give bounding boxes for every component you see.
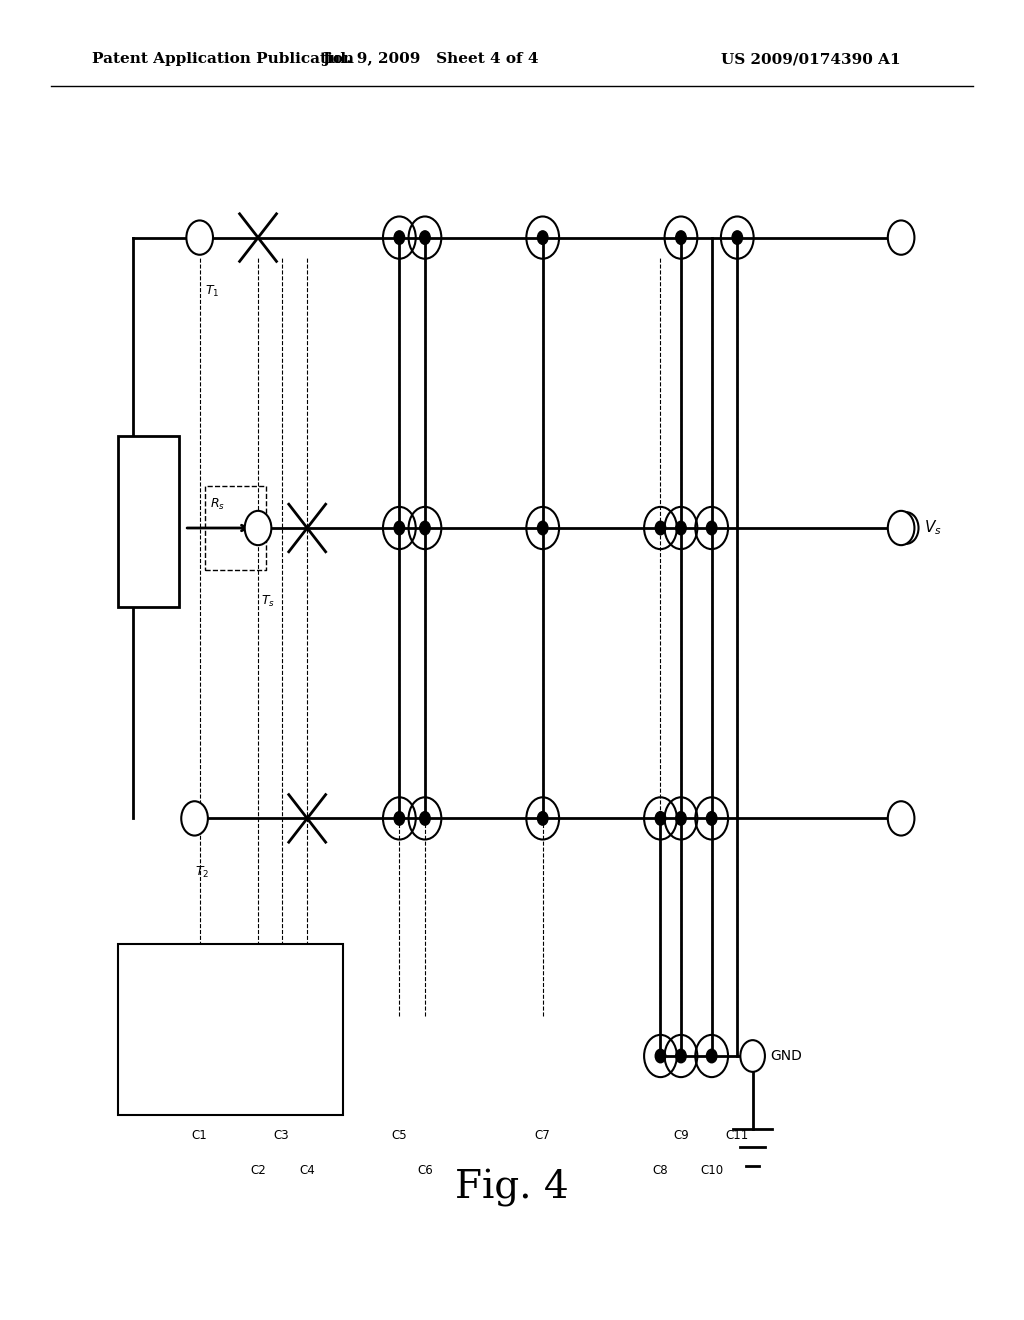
- Text: Fig. 4: Fig. 4: [455, 1170, 569, 1206]
- Bar: [118, 944, 343, 1115]
- Circle shape: [888, 220, 914, 255]
- Circle shape: [707, 1049, 717, 1063]
- Circle shape: [538, 521, 548, 535]
- Text: C11: C11: [726, 1129, 749, 1142]
- Circle shape: [676, 1049, 686, 1063]
- Circle shape: [538, 231, 548, 244]
- Circle shape: [655, 1049, 666, 1063]
- Text: = short circuit: = short circuit: [169, 1041, 258, 1053]
- Circle shape: [420, 231, 430, 244]
- Circle shape: [420, 521, 430, 535]
- Circle shape: [655, 521, 666, 535]
- Text: = break: = break: [169, 977, 219, 990]
- Text: $T_s$: $T_s$: [261, 594, 275, 609]
- Circle shape: [139, 1024, 147, 1035]
- Text: C8: C8: [652, 1164, 669, 1177]
- Text: C6: C6: [417, 1164, 433, 1177]
- Text: US 2009/0174390 A1: US 2009/0174390 A1: [722, 53, 901, 66]
- Circle shape: [394, 521, 404, 535]
- Text: C2: C2: [250, 1164, 266, 1177]
- Text: C9: C9: [673, 1129, 689, 1142]
- Text: C4: C4: [299, 1164, 315, 1177]
- Text: C10: C10: [700, 1164, 723, 1177]
- Circle shape: [186, 220, 213, 255]
- Text: $T_1$: $T_1$: [205, 284, 219, 298]
- Circle shape: [420, 812, 430, 825]
- Text: $T_2$: $T_2$: [195, 865, 209, 879]
- Circle shape: [740, 1040, 765, 1072]
- Bar: [118, 436, 179, 607]
- Circle shape: [538, 812, 548, 825]
- Text: C3: C3: [273, 1129, 290, 1142]
- Text: C5: C5: [391, 1129, 408, 1142]
- Circle shape: [676, 812, 686, 825]
- Circle shape: [732, 231, 742, 244]
- Circle shape: [394, 812, 404, 825]
- Text: GND: GND: [770, 1049, 802, 1063]
- Circle shape: [676, 231, 686, 244]
- Circle shape: [707, 521, 717, 535]
- Circle shape: [139, 1060, 147, 1071]
- Circle shape: [655, 812, 666, 825]
- Text: Patent Application Publication: Patent Application Publication: [92, 53, 354, 66]
- Circle shape: [707, 812, 717, 825]
- Circle shape: [394, 231, 404, 244]
- Text: C1: C1: [191, 1129, 208, 1142]
- Text: $V_s$: $V_s$: [924, 519, 941, 537]
- Text: C7: C7: [535, 1129, 551, 1142]
- Circle shape: [888, 801, 914, 836]
- Circle shape: [894, 512, 919, 544]
- Circle shape: [245, 511, 271, 545]
- Circle shape: [888, 511, 914, 545]
- Circle shape: [181, 801, 208, 836]
- Circle shape: [676, 521, 686, 535]
- Text: Jul. 9, 2009   Sheet 4 of 4: Jul. 9, 2009 Sheet 4 of 4: [322, 53, 539, 66]
- Text: $R_s$: $R_s$: [210, 498, 225, 512]
